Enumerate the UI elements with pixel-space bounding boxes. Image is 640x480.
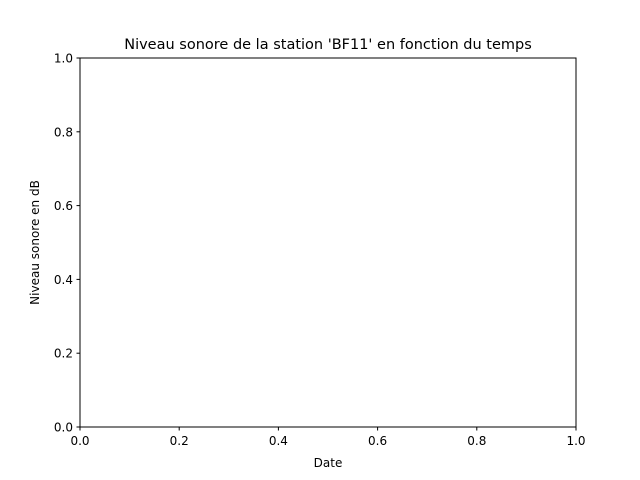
x-axis-ticks: 0.0 0.2 0.4 0.6 0.8 1.0: [70, 427, 586, 448]
plot-area: 0.0 0.2 0.4 0.6 0.8 1.0 0.0 0.2 0.4 0.6 0.8 1.0: [54, 52, 586, 449]
x-tick-label: 1.0: [566, 434, 585, 448]
y-tick-label: 0.6: [54, 199, 73, 213]
y-tick-label: 0.8: [54, 125, 73, 139]
x-axis-label: Date: [314, 456, 343, 470]
x-tick-label: 0.8: [467, 434, 486, 448]
x-tick-label: 0.0: [70, 434, 89, 448]
axes-frame: [79, 57, 577, 428]
y-axis-ticks: 0.0 0.2 0.4 0.6 0.8 1.0: [54, 52, 80, 435]
y-axis-label: Niveau sonore en dB: [28, 180, 42, 305]
y-tick-label: 0.2: [54, 347, 73, 361]
y-tick-label: 0.0: [54, 421, 73, 435]
x-tick-label: 0.2: [170, 434, 189, 448]
y-tick-label: 1.0: [54, 52, 73, 66]
chart-title: Niveau sonore de la station 'BF11' en fo…: [124, 37, 532, 53]
x-tick-label: 0.6: [368, 434, 387, 448]
y-tick-label: 0.4: [54, 273, 73, 287]
x-tick-label: 0.4: [269, 434, 288, 448]
